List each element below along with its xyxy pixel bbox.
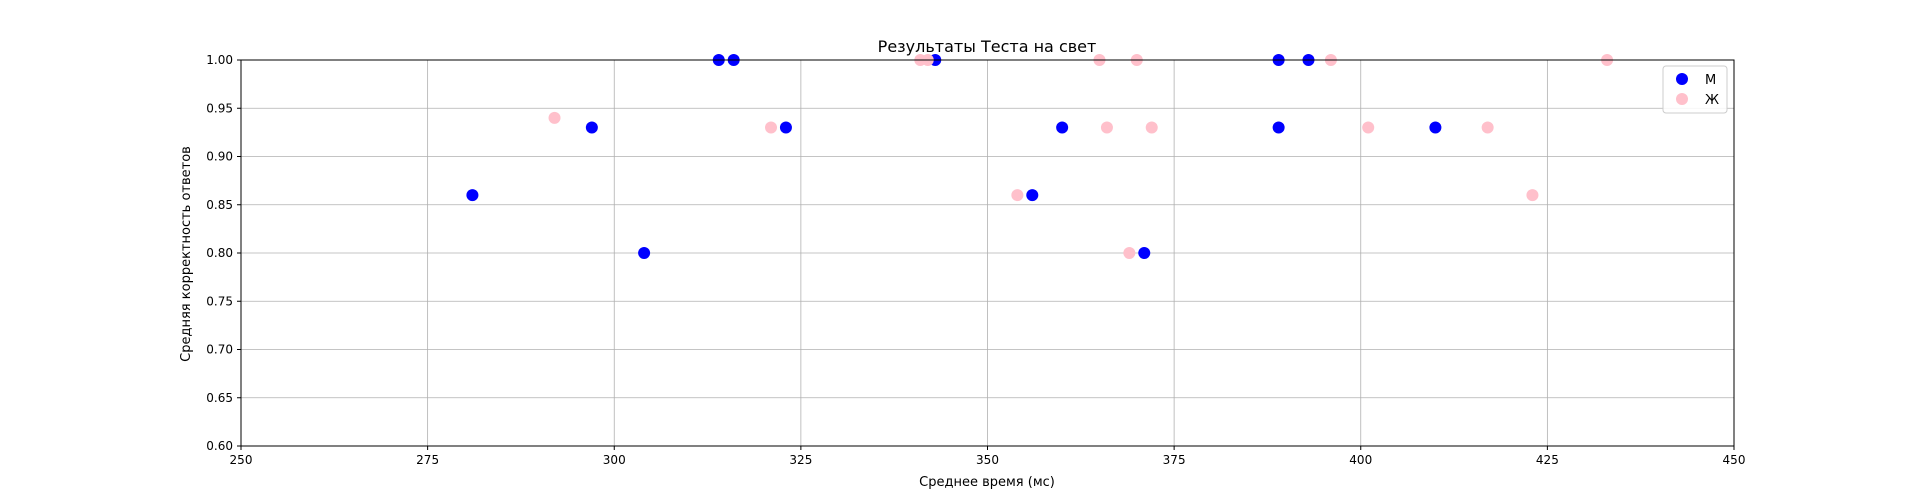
data-point <box>1138 247 1151 259</box>
data-point <box>765 121 778 134</box>
data-point <box>638 247 651 259</box>
data-point <box>1272 121 1285 134</box>
data-point <box>1056 121 1069 134</box>
data-point <box>1362 121 1375 134</box>
data-point <box>1011 189 1024 202</box>
data-point <box>466 189 479 202</box>
axis-ticks: 250 275 300 325 350 375 400 425 450 0.60 0.65 0.70 0… <box>206 53 1745 467</box>
x-tick-label: 250 <box>230 453 253 467</box>
data-point <box>1100 121 1113 134</box>
x-tick-label: 450 <box>1723 453 1746 467</box>
data-point <box>585 121 598 134</box>
x-tick-label: 275 <box>416 453 439 467</box>
x-tick-label: 400 <box>1349 453 1372 467</box>
data-point <box>1526 189 1539 202</box>
data-point <box>1123 247 1136 259</box>
y-tick-label: 0.70 <box>206 343 233 357</box>
series-0 <box>466 54 1442 259</box>
data-point <box>779 121 792 134</box>
y-tick-label: 0.60 <box>206 439 233 453</box>
y-axis-label: Средняя корректность ответов <box>179 146 194 362</box>
data-point <box>1429 121 1442 134</box>
legend-marker <box>1676 73 1688 85</box>
legend-label: М <box>1705 73 1716 88</box>
x-axis-label: Среднее время (мс) <box>919 475 1055 490</box>
y-tick-label: 0.80 <box>206 246 233 260</box>
data-point <box>1481 121 1494 134</box>
chart-title: Результаты Теста на свет <box>878 37 1097 56</box>
legend: МЖ <box>1662 65 1728 114</box>
x-tick-label: 350 <box>976 453 999 467</box>
y-tick-label: 0.95 <box>206 101 233 115</box>
data-point <box>548 111 561 124</box>
y-tick-label: 1.00 <box>206 53 233 67</box>
x-tick-label: 325 <box>789 453 812 467</box>
y-tick-label: 0.90 <box>206 150 233 164</box>
x-tick-label: 375 <box>1163 453 1186 467</box>
y-tick-label: 0.75 <box>206 294 233 308</box>
y-tick-label: 0.65 <box>206 391 233 405</box>
grid <box>240 59 1735 447</box>
data-point <box>1026 189 1039 202</box>
data-point <box>1145 121 1158 134</box>
y-tick-label: 0.85 <box>206 198 233 212</box>
legend-label: Ж <box>1705 93 1719 108</box>
legend-marker <box>1676 93 1688 105</box>
x-tick-label: 425 <box>1536 453 1559 467</box>
x-tick-label: 300 <box>603 453 626 467</box>
